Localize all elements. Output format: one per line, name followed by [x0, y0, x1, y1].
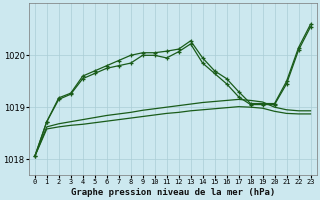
X-axis label: Graphe pression niveau de la mer (hPa): Graphe pression niveau de la mer (hPa): [70, 188, 275, 197]
